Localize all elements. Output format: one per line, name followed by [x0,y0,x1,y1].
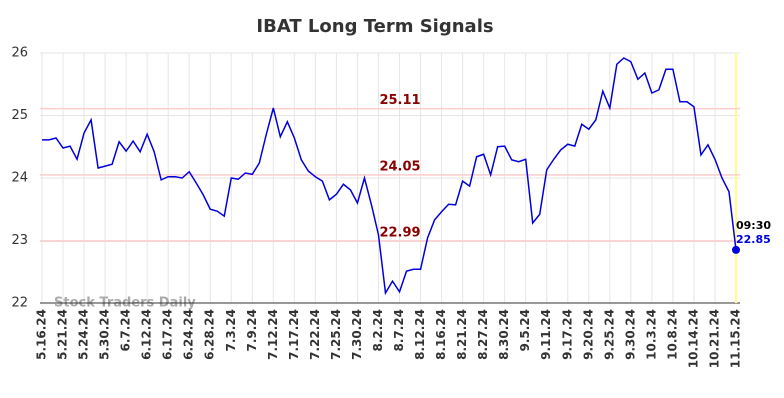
x-tick-label: 7.3.24 [224,309,238,352]
x-tick-label: 10.8.24 [665,309,679,360]
x-tick-label: 5.16.24 [35,309,49,360]
x-tick-label: 5.24.24 [77,309,91,360]
x-tick-label: 7.22.24 [308,309,322,360]
x-tick-label: 8.30.24 [497,309,511,360]
x-tick-label: 7.25.24 [329,309,343,360]
x-tick-label: 6.12.24 [140,309,154,360]
x-tick-label: 9.11.24 [539,309,553,360]
line [42,57,737,296]
x-tick-label: 6.28.24 [203,309,217,360]
x-tick-label: 8.21.24 [455,309,469,360]
x-tick-label: 6.7.24 [119,309,133,352]
signal-label: 24.05 [379,159,420,174]
signal-label: 25.11 [379,93,420,108]
x-tick-label: 9.17.24 [560,309,574,360]
x-tick-label: 5.30.24 [98,309,112,360]
x-tick-label: 7.9.24 [245,309,259,352]
last-time: 09:30 [736,219,771,232]
x-tick-label: 10.14.24 [686,309,700,368]
last-value: 22.85 [736,233,771,246]
x-tick-label: 7.30.24 [350,309,364,360]
y-tick-label: 24 [11,171,28,186]
x-tick-label: 5.21.24 [56,309,70,360]
y-tick-label: 26 [11,46,28,61]
y-tick-label: 22 [11,296,28,311]
x-tick-label: 9.30.24 [623,309,637,360]
x-tick-label: 11.15.24 [729,309,743,368]
chart-title: IBAT Long Term Signals [256,16,493,37]
x-tick-label: 10.3.24 [644,309,658,360]
signal-label: 22.99 [379,226,420,241]
y-tick-label: 23 [11,233,28,248]
y-tick-label: 25 [11,108,28,123]
x-tick-label: 7.17.24 [287,309,301,360]
x-tick-label: 9.20.24 [581,309,595,360]
x-tick-label: 6.24.24 [182,309,196,360]
x-tick-label: 8.16.24 [434,309,448,360]
x-tick-label: 10.21.24 [707,309,721,368]
x-tick-label: 8.12.24 [413,309,427,360]
x-tick-label: 9.5.24 [518,309,532,352]
x-tick-label: 6.17.24 [161,309,175,360]
last-point [732,245,740,254]
x-tick-label: 9.25.24 [602,309,616,360]
x-tick-label: 8.2.24 [371,309,385,352]
x-tick-label: 7.12.24 [266,309,280,360]
x-tick-label: 8.27.24 [476,309,490,360]
x-tick-label: 8.7.24 [392,309,406,352]
